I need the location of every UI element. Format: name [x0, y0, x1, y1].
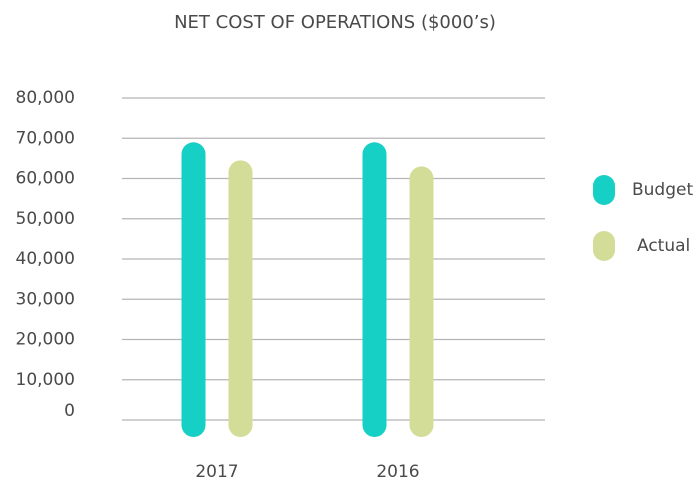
y-tick-label: 0	[64, 401, 75, 421]
y-tick-label: 30,000	[16, 289, 75, 309]
legend-swatch	[593, 231, 615, 261]
x-tick-label: 2016	[376, 462, 419, 482]
legend-swatch	[593, 175, 615, 205]
y-tick-label: 20,000	[16, 330, 75, 350]
bar	[228, 160, 253, 437]
y-tick-label: 80,000	[16, 88, 75, 108]
chart-title: NET COST OF OPERATIONS ($000’s)	[174, 12, 496, 33]
y-tick-label: 40,000	[16, 249, 75, 269]
legend-label: Actual	[637, 236, 690, 256]
legend-label: Budget	[632, 180, 693, 200]
y-tick-label: 50,000	[16, 209, 75, 229]
y-tick-label: 10,000	[16, 370, 75, 390]
y-tick-label: 60,000	[16, 169, 75, 189]
x-tick-label: 2017	[195, 462, 238, 482]
bar	[362, 142, 387, 437]
bar	[181, 142, 206, 437]
y-tick-label: 70,000	[16, 128, 75, 148]
bar	[409, 166, 434, 438]
